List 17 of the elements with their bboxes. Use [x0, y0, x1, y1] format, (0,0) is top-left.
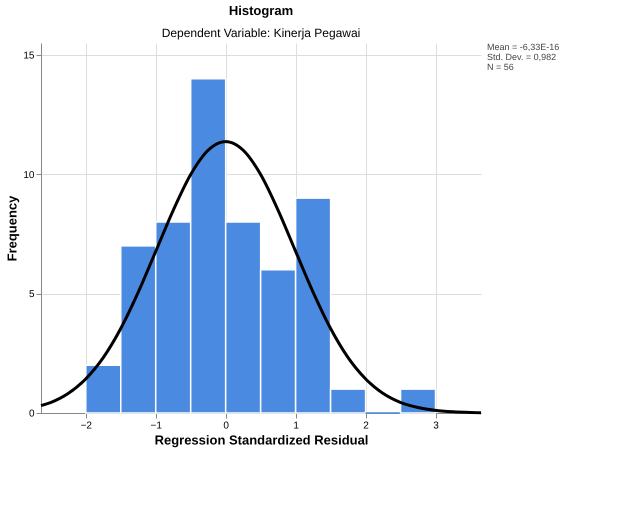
x-tick-label: −2: [80, 420, 92, 432]
x-tick-label: 3: [433, 420, 440, 432]
x-tick-label: 1: [293, 420, 300, 432]
text: N = 56: [487, 62, 514, 72]
chart-title: Histogram: [228, 3, 294, 18]
x-tick-label: 0: [223, 420, 230, 432]
text: Mean = -6,33E-16: [487, 42, 560, 52]
x-axis-title: Regression Standardized Residual: [154, 432, 368, 448]
y-axis-title: Frequency: [4, 194, 20, 262]
text: Std. Dev. = 0,982: [487, 52, 556, 62]
x-tick-label: 2: [363, 420, 370, 432]
y-tick-label: 15: [23, 50, 35, 62]
y-tick-label: 10: [23, 170, 35, 181]
y-tick-label: 5: [28, 289, 35, 300]
y-tick-label: 0: [28, 408, 35, 420]
chart-subtitle: Dependent Variable: Kinerja Pegawai: [162, 26, 360, 40]
x-tick-label: −1: [150, 420, 162, 432]
